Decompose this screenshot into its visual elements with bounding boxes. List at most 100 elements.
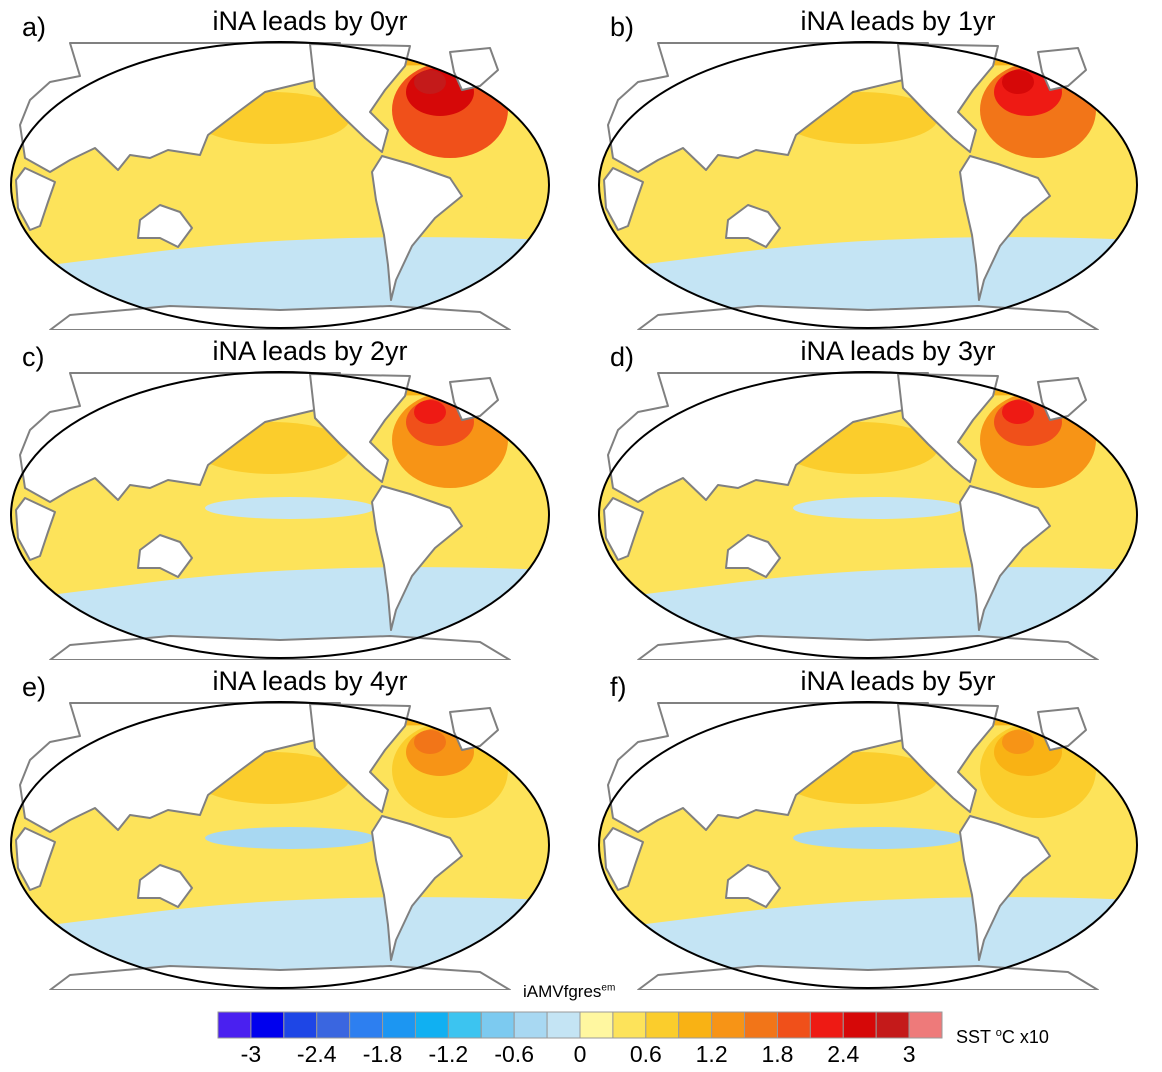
panel-a: a) iNA leads by 0yr	[0, 0, 560, 330]
panel-c: c) iNA leads by 2yr	[0, 330, 560, 660]
land-eurasia	[607, 702, 929, 833]
land-eurasia	[19, 702, 341, 833]
colorbar-swatch	[875, 1011, 910, 1039]
colorbar-swatch	[546, 1011, 581, 1039]
land-australia	[725, 534, 781, 578]
tropical-pacific-anomaly	[793, 497, 963, 519]
map-plot	[10, 371, 550, 660]
map-frame	[598, 701, 1138, 989]
land-south-america	[371, 155, 463, 301]
colorbar-tick-label: 1.8	[761, 1041, 793, 1067]
colorbar-swatch	[678, 1011, 713, 1039]
colorbar-title-text: iAMVfgres	[523, 982, 602, 1001]
panel-title: iNA leads by 2yr	[212, 336, 408, 366]
map-frame	[10, 371, 550, 659]
colorbar-title-superscript: em	[601, 982, 616, 994]
colorbar-tick-label: 3	[903, 1041, 916, 1067]
land-eurasia	[607, 372, 929, 503]
land-south-america	[959, 485, 1051, 631]
colorbar-swatch	[908, 1011, 943, 1039]
map-frame	[10, 701, 550, 989]
land-australia	[137, 864, 193, 908]
colorbar-tick-label: -1.2	[429, 1041, 469, 1067]
land-australia	[725, 864, 781, 908]
units-prefix: SST	[956, 1027, 996, 1047]
panel-f: f) iNA leads by 5yr	[588, 660, 1148, 990]
panel-d: d) iNA leads by 3yr	[588, 330, 1148, 660]
north-atlantic-max	[1002, 400, 1034, 424]
colorbar-title: iAMVfgresem	[523, 982, 615, 1002]
panel-label: d)	[610, 342, 635, 372]
land-antarctica	[637, 965, 1099, 990]
north-atlantic-max	[414, 70, 446, 94]
panel-b: b) iNA leads by 1yr	[588, 0, 1148, 330]
colorbar-tick-label: 0	[574, 1041, 587, 1067]
colorbar-swatch	[316, 1011, 351, 1039]
colorbar-swatch	[447, 1011, 482, 1039]
colorbar-tick-label: -2.4	[297, 1041, 337, 1067]
panel-title: iNA leads by 1yr	[800, 6, 996, 36]
panel-label: b)	[610, 12, 635, 42]
land-antarctica	[49, 305, 511, 330]
land-south-america	[959, 815, 1051, 961]
units-degree: o	[995, 1027, 1002, 1039]
map-frame	[598, 41, 1138, 329]
tropical-pacific-anomaly	[205, 827, 375, 849]
colorbar-swatch	[513, 1011, 548, 1039]
north-atlantic-max	[414, 730, 446, 754]
units-suffix: C x10	[1001, 1027, 1049, 1047]
panel-label: c)	[22, 342, 45, 372]
land-africa	[603, 827, 644, 891]
land-africa	[15, 497, 56, 561]
colorbar-swatch	[414, 1011, 449, 1039]
colorbar-swatch	[217, 1011, 252, 1039]
north-atlantic-max	[1002, 730, 1034, 754]
colorbar-swatch	[776, 1011, 811, 1039]
land-eurasia	[607, 42, 929, 173]
tropical-pacific-anomaly	[205, 167, 375, 189]
colorbar-swatch	[250, 1011, 285, 1039]
land-south-america	[959, 155, 1051, 301]
tropical-pacific-anomaly	[205, 497, 375, 519]
panel-e: e) iNA leads by 4yr	[0, 660, 560, 990]
panel-label: f)	[610, 672, 627, 702]
land-africa	[603, 167, 644, 231]
map-plot	[10, 41, 550, 330]
colorbar-tick-label: -3	[241, 1041, 261, 1067]
land-eurasia	[19, 372, 341, 503]
north-atlantic-max	[1002, 70, 1034, 94]
colorbar-swatch	[480, 1011, 515, 1039]
colorbar-tick-label: -1.8	[363, 1041, 403, 1067]
colorbar-swatch	[349, 1011, 384, 1039]
map-plot	[598, 701, 1138, 990]
land-australia	[137, 534, 193, 578]
panel-title: iNA leads by 4yr	[212, 666, 408, 696]
land-antarctica	[49, 965, 511, 990]
land-antarctica	[637, 635, 1099, 660]
map-frame	[10, 41, 550, 329]
panel-label: a)	[22, 12, 47, 42]
colorbar-swatch	[809, 1011, 844, 1039]
colorbar-swatch	[711, 1011, 746, 1039]
panel-title: iNA leads by 0yr	[212, 6, 408, 36]
colorbar-swatch	[744, 1011, 778, 1039]
north-atlantic-max	[414, 400, 446, 424]
land-australia	[725, 204, 781, 248]
tropical-pacific-anomaly	[793, 167, 963, 189]
colorbar-tick-label: -0.6	[494, 1041, 534, 1067]
colorbar-swatch	[612, 1011, 647, 1039]
map-plot	[598, 371, 1138, 660]
panel-label: e)	[22, 672, 47, 702]
land-south-america	[371, 815, 463, 961]
map-plot	[10, 701, 550, 990]
land-africa	[15, 827, 56, 891]
land-africa	[603, 497, 644, 561]
land-africa	[15, 167, 56, 231]
land-australia	[137, 204, 193, 248]
land-antarctica	[49, 635, 511, 660]
panel-title: iNA leads by 5yr	[800, 666, 996, 696]
map-frame	[598, 371, 1138, 659]
colorbar-swatch	[382, 1011, 416, 1039]
land-eurasia	[19, 42, 341, 173]
colorbar-swatch	[842, 1011, 877, 1039]
